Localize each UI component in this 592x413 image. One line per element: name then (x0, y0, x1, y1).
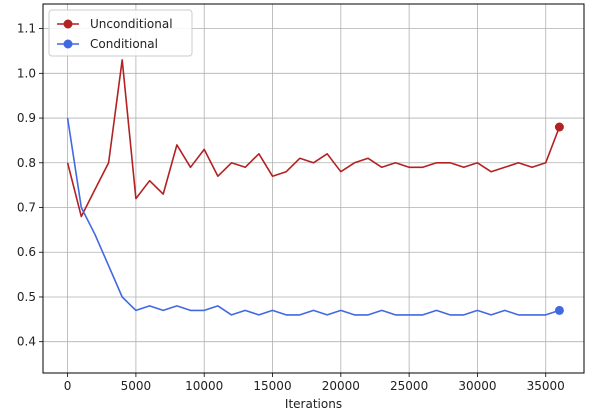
y-tick-label: 0.4 (17, 335, 36, 349)
y-tick-label: 0.7 (17, 201, 36, 215)
x-tick-label: 10000 (185, 379, 223, 393)
x-tick-label: 25000 (390, 379, 428, 393)
y-tick-label: 0.9 (17, 111, 36, 125)
x-tick-label: 15000 (253, 379, 291, 393)
x-axis-label: Iterations (285, 397, 342, 411)
legend-label: Unconditional (90, 17, 173, 31)
legend-marker (63, 19, 73, 29)
y-tick-label: 1.1 (17, 22, 36, 36)
series-line-unconditional (66, 59, 561, 218)
x-tick-label: 30000 (458, 379, 496, 393)
x-tick-label: 20000 (322, 379, 360, 393)
grid-lines (43, 4, 584, 373)
series-line-conditional (66, 117, 560, 316)
y-tick-label: 1.0 (17, 66, 36, 80)
y-tick-label: 0.8 (17, 156, 36, 170)
series-end-point-conditional (554, 305, 564, 315)
legend: Unconditional Conditional (48, 9, 193, 57)
y-tick-label: 0.6 (17, 245, 36, 259)
legend-marker (63, 39, 73, 49)
plot-frame (42, 3, 585, 374)
axis-ticks: 0 5000 10000 15000 20000 25000 30000 35000 0.4 0.… (17, 22, 565, 393)
x-tick-label: 35000 (527, 379, 565, 393)
series-end-point-unconditional (554, 122, 564, 132)
series-layer (66, 59, 564, 316)
legend-label: Conditional (90, 37, 158, 51)
y-tick-label: 0.5 (17, 290, 36, 304)
x-tick-label: 0 (64, 379, 72, 393)
x-tick-label: 5000 (121, 379, 152, 393)
legend-box (48, 9, 193, 57)
